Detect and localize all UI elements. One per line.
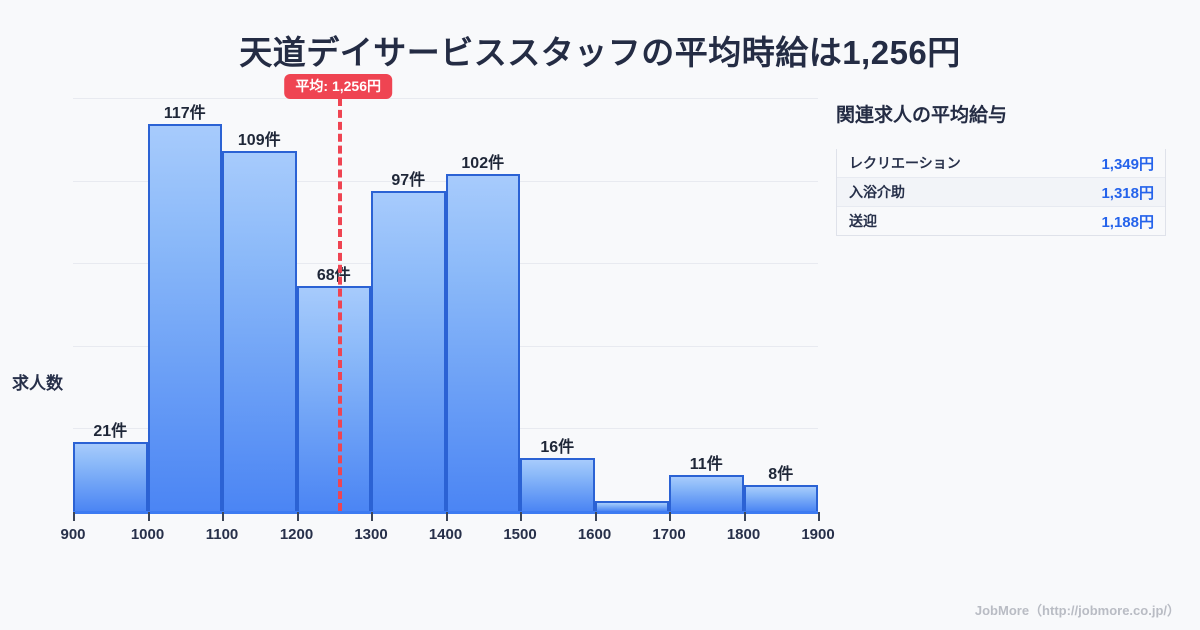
x-tick-label: 1700 bbox=[652, 526, 686, 543]
x-tick bbox=[594, 512, 597, 521]
x-tick-label: 1000 bbox=[130, 526, 165, 543]
bar-value-label: 16件 bbox=[540, 439, 575, 457]
histogram-bar bbox=[147, 124, 222, 511]
bar-value-label: 21件 bbox=[93, 422, 128, 440]
x-tick bbox=[147, 512, 150, 521]
histogram-bar bbox=[73, 441, 148, 511]
gridline bbox=[73, 98, 818, 99]
related-job-row: レクリエーション 1,349円 bbox=[837, 149, 1165, 178]
related-jobs-panel: 関連求人の平均給与 レクリエーション 1,349円入浴介助 1,318円送迎 1,18… bbox=[836, 100, 1166, 236]
related-job-label: 送迎 bbox=[849, 213, 877, 229]
histogram-chart: 求人数 21件 117件 109件 68件 97件 102件 16件 11件 8件 900 100… bbox=[0, 74, 835, 608]
bar-value-label: 8件 bbox=[768, 465, 794, 483]
related-job-value: 1,318円 bbox=[1101, 184, 1154, 202]
related-jobs-table: レクリエーション 1,349円入浴介助 1,318円送迎 1,188円 bbox=[836, 149, 1166, 236]
x-tick-label: 1100 bbox=[205, 526, 239, 543]
histogram-bar bbox=[594, 501, 669, 511]
x-tick-label: 1800 bbox=[726, 526, 761, 543]
related-job-label: レクリエーション bbox=[849, 155, 961, 171]
y-axis-label: 求人数 bbox=[12, 374, 63, 393]
related-job-row: 入浴介助 1,318円 bbox=[837, 178, 1165, 207]
x-tick-label: 1400 bbox=[428, 526, 463, 543]
x-tick bbox=[371, 512, 373, 521]
x-tick bbox=[445, 512, 448, 521]
bar-value-label: 109件 bbox=[237, 131, 281, 149]
average-line bbox=[338, 98, 343, 511]
x-tick-label: 900 bbox=[60, 526, 86, 543]
x-tick bbox=[73, 512, 75, 521]
bar-value-label: 102件 bbox=[461, 154, 505, 172]
average-badge: 平均: 1,256円 bbox=[284, 74, 393, 100]
x-tick bbox=[222, 512, 224, 521]
bar-value-label: 11件 bbox=[689, 455, 723, 473]
x-tick-label: 1300 bbox=[354, 526, 388, 543]
related-job-value: 1,188円 bbox=[1101, 213, 1154, 231]
bar-value-label: 97件 bbox=[391, 171, 426, 189]
x-tick-label: 1500 bbox=[503, 526, 537, 543]
x-tick bbox=[669, 512, 671, 521]
related-jobs-title: 関連求人の平均給与 bbox=[836, 105, 1008, 126]
bar-value-label: 117件 bbox=[163, 105, 206, 123]
x-tick bbox=[818, 512, 820, 521]
page-title: 天道デイサービススタッフの平均時給は1,256円 bbox=[239, 34, 961, 71]
histogram-bar bbox=[222, 150, 297, 511]
histogram-bar bbox=[296, 286, 371, 511]
x-tick-label: 1900 bbox=[801, 526, 835, 543]
histogram-bar bbox=[371, 190, 446, 511]
watermark: JobMore（http://jobmore.co.jp/） bbox=[974, 603, 1180, 618]
related-job-row: 送迎 1,188円 bbox=[837, 207, 1165, 236]
histogram-bar bbox=[743, 484, 818, 511]
x-tick-label: 1600 bbox=[577, 526, 612, 543]
related-job-label: 入浴介助 bbox=[849, 184, 905, 200]
x-tick bbox=[743, 512, 746, 521]
x-tick bbox=[520, 512, 522, 521]
plot-area: 21件 117件 109件 68件 97件 102件 16件 11件 8件 900 1000 110… bbox=[60, 74, 835, 543]
related-job-value: 1,349円 bbox=[1101, 155, 1154, 173]
x-tick bbox=[296, 512, 299, 521]
bar-value-label: 68件 bbox=[316, 267, 351, 285]
histogram-bar bbox=[445, 173, 520, 511]
histogram-bar bbox=[669, 474, 744, 511]
histogram-bar bbox=[520, 458, 595, 511]
x-tick-label: 1200 bbox=[279, 526, 314, 543]
